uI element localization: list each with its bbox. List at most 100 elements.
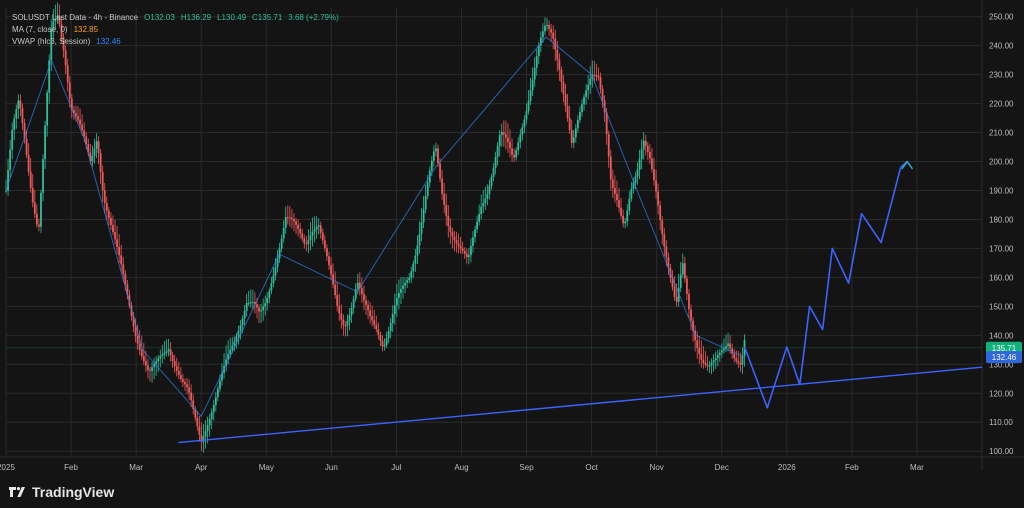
candle-body [640,149,643,160]
candle-body [393,305,396,315]
candle-body [44,125,46,160]
candle-body [268,290,271,299]
candle-body [517,142,520,151]
legend-change: 3.68 (+2.79%) [288,13,339,22]
candle-body [48,60,51,93]
candle-body [492,167,495,177]
candle-body [416,245,419,256]
candle-body [741,355,744,365]
candle-body [293,218,295,222]
candle-body [151,367,153,371]
candle-body [550,28,553,33]
candle-body [103,190,106,203]
y-tick-label: 210.00 [989,129,1014,138]
candle-body [97,141,100,153]
candle-body [91,155,94,162]
candle-body [400,288,402,293]
candle-body [112,224,114,233]
candle-body [315,226,318,230]
candle-body [272,275,275,284]
candle-body [260,310,262,312]
candle-body [68,82,71,99]
candle-body [60,24,63,38]
candle-body [256,304,258,308]
candle-body [644,140,647,146]
candle-body [350,308,353,316]
candle-body [200,434,203,442]
legend-low: L130.49 [217,13,247,22]
candle-body [247,302,250,304]
candle-body [42,159,44,193]
candle-body [731,348,734,354]
candle-body [523,119,526,128]
candle-body [692,320,694,331]
candle-body [531,79,534,91]
candle-body [714,357,717,361]
candles [5,2,746,453]
y-tick-label: 160.00 [989,273,1014,282]
candle-body [659,205,662,221]
candle-body [46,92,49,126]
candle-body [673,287,676,297]
candle-body [622,215,625,224]
candle-body [546,24,548,26]
candle-body [192,400,195,409]
candle-body [614,187,616,194]
vwap-price-label-text: 132.46 [992,353,1017,362]
candle-body [725,346,727,349]
candle-body [161,354,164,357]
y-tick-label: 130.00 [989,360,1014,369]
candle-body [101,172,104,191]
candle-body [574,128,577,138]
x-tick-label: Apr [195,463,208,472]
legend-ohlc-row: SOLUSDT Last Data - 4h - Binance O132.03… [12,12,339,24]
candle-body [321,232,324,241]
candle-body [332,274,334,285]
candle-body [667,257,670,268]
candle-body [494,156,497,168]
candle-body [204,431,207,437]
candle-body [655,180,657,192]
vwap-price-label: 132.46 [986,351,1022,364]
candle-body [124,274,127,285]
candle-body [735,358,738,361]
candle-body [29,171,32,188]
candle-body [642,140,645,150]
candle-body [424,195,427,210]
candle-body [568,117,571,131]
candle-body [245,303,248,312]
candle-body [632,182,635,189]
candle-body [142,356,145,362]
candle-body [408,277,411,281]
candle-body [239,325,242,332]
candle-body [665,246,668,258]
candle-body [607,134,610,157]
x-tick-label: 2025 [0,463,15,472]
candle-body [62,37,65,51]
candle-body [474,229,476,238]
candle-body [447,215,450,227]
candle-body [25,138,28,155]
candle-body [533,67,536,80]
candle-body [165,351,168,353]
candle-body [241,318,244,326]
legend-ma-row: MA (7, close, 0) 132.85 [12,24,339,36]
candle-body [480,206,483,215]
candle-body [398,292,400,298]
candle-body [377,329,380,335]
candle-body [581,104,583,113]
candle-body [383,345,386,347]
candle-body [465,253,468,258]
y-tick-label: 150.00 [989,302,1014,311]
candle-body [105,202,108,211]
y-tick-label: 100.00 [989,447,1014,456]
candle-body [558,59,561,70]
x-tick-label: Jul [391,463,401,472]
candle-body [681,263,684,275]
candle-body [202,436,205,442]
candle-body [52,21,55,29]
candle-body [114,232,116,240]
candle-body [371,316,374,321]
legend-vwap-label: VWAP (hlc3, Session) [12,37,91,46]
